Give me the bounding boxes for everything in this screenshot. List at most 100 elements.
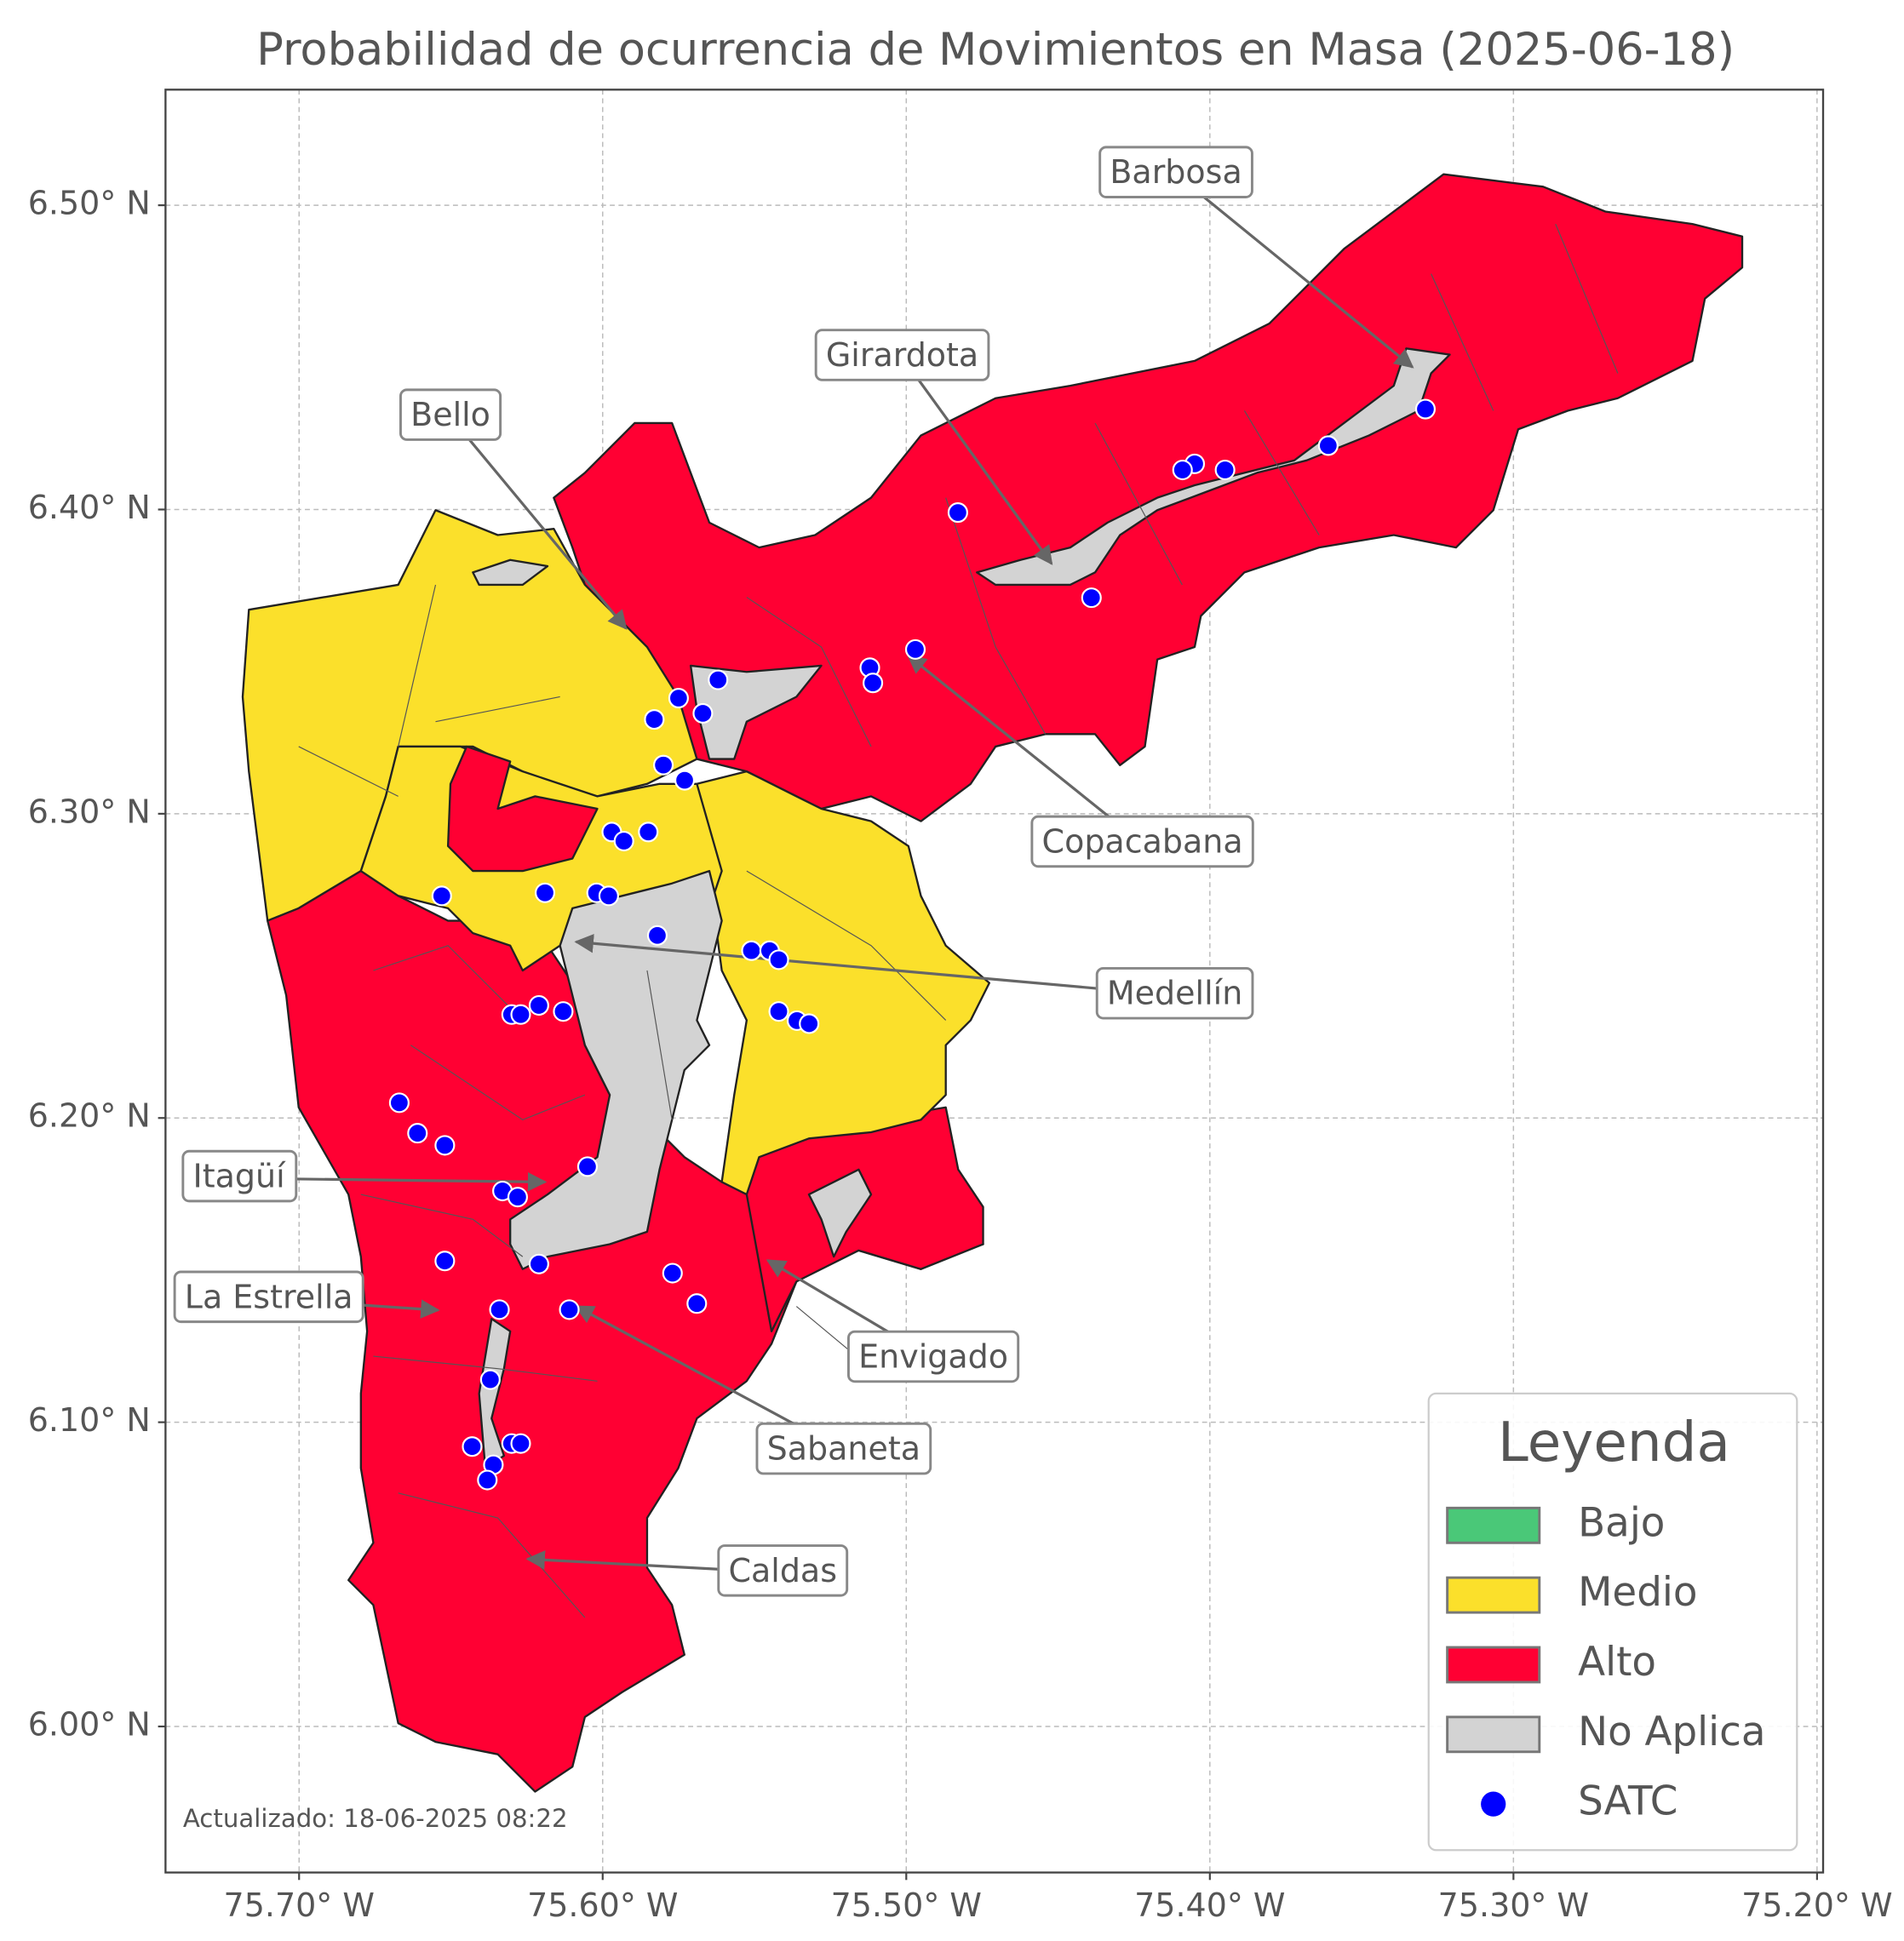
annotation: Copacabana [1030, 815, 1254, 868]
satc-point [904, 638, 926, 660]
satc-point [768, 1001, 789, 1022]
annotation: Sabaneta [755, 1422, 932, 1475]
district-boundaries [298, 223, 1619, 1618]
y-tick-label: 6.50° N [28, 185, 151, 222]
satc-point [507, 1187, 528, 1208]
map-title: Probabilidad de ocurrencia de Movimiento… [256, 24, 1735, 76]
satc-point [947, 502, 968, 524]
x-tick-label: 75.60° W [527, 1887, 678, 1924]
annotation-label: Medellín [1107, 975, 1242, 1012]
annotation-label: Envigado [858, 1337, 1008, 1375]
legend-swatch [1446, 1715, 1541, 1754]
x-tick-label: 75.70° W [224, 1887, 375, 1924]
satc-point [653, 754, 674, 776]
satc-point [576, 1156, 599, 1177]
annotation: Itagüí [181, 1149, 298, 1203]
footnote: Actualizado: 18-06-2025 08:22 [183, 1804, 568, 1833]
region-no-aplica [689, 664, 823, 760]
legend-swatch [1446, 1646, 1541, 1684]
satc-point [613, 830, 634, 852]
annotation: Envigado [846, 1330, 1020, 1383]
annotation-box [1030, 815, 1254, 868]
annotation-arrow [574, 933, 1175, 997]
legend-swatch [1446, 1576, 1541, 1614]
satc-point [1414, 398, 1437, 420]
satc-point [431, 885, 452, 907]
satc-point [1172, 459, 1193, 481]
satc-point [1214, 459, 1236, 481]
x-tick-label: 75.40° W [1134, 1887, 1285, 1924]
satc-point [462, 1436, 483, 1457]
x-tick-label: 75.20° W [1741, 1887, 1892, 1924]
legend-marker [1481, 1791, 1506, 1817]
annotation-arrow [901, 356, 1053, 565]
satc-point [799, 1013, 820, 1034]
satc-point [510, 1433, 531, 1454]
annotation-label: La Estrella [185, 1278, 353, 1315]
region-no-aplica [807, 1168, 873, 1258]
y-tick-label: 6.00° N [28, 1706, 151, 1743]
regions [241, 173, 1744, 1793]
satc-point [528, 994, 549, 1016]
annotation: Girardota [814, 329, 990, 381]
satc-point [407, 1123, 428, 1144]
annotation-label: Caldas [728, 1552, 837, 1589]
annotation-box [173, 1270, 364, 1324]
satc-point [646, 925, 668, 946]
annotation-label: Bello [410, 396, 490, 433]
tick-labels: 75.70° W 75.60° W 75.50° W 75.40° W 75.30° W… [28, 185, 1893, 1924]
legend-swatch [1446, 1506, 1541, 1544]
annotation-box [1095, 966, 1254, 1020]
annotation-label: Copacabana [1042, 822, 1243, 860]
satc-point [489, 1299, 510, 1320]
region-no-aplica [472, 558, 549, 587]
region-alto [446, 745, 599, 873]
satc-point [741, 940, 762, 961]
satc-point [534, 882, 556, 903]
satc-point [638, 822, 659, 843]
x-tick-label: 75.50° W [831, 1887, 982, 1924]
region-medio [696, 770, 991, 1196]
satc-point [674, 770, 696, 791]
satc-point [692, 702, 714, 724]
y-tick-label: 6.10° N [28, 1401, 151, 1439]
annotation: Bello [399, 388, 502, 441]
annotation-arrow [1175, 173, 1414, 369]
satc-point [528, 1253, 549, 1274]
annotation: La Estrella [173, 1270, 364, 1324]
annotation: Barbosa [1098, 146, 1253, 198]
annotation-box [399, 388, 502, 441]
annotation-label: Sabaneta [767, 1430, 920, 1468]
annotations: Barbosa Girardota Bello Copacabana Medellín I… [173, 146, 1414, 1597]
satc-point [708, 669, 729, 690]
satc-point [434, 1135, 456, 1156]
satc-point [598, 885, 619, 907]
legend: Leyenda Bajo Medio Alto No Aplica SATC [1427, 1392, 1798, 1852]
annotation-box [181, 1149, 298, 1203]
annotation-arrow [449, 415, 628, 630]
annotation-box [814, 329, 990, 381]
satc-point [553, 1001, 574, 1022]
satc-point [559, 1299, 580, 1320]
annotation-arrow [907, 654, 1144, 845]
satc-point [686, 1293, 708, 1314]
legend-label: Alto [1578, 1640, 1656, 1686]
annotation-label: Itagüí [193, 1158, 287, 1195]
region-no-aplica [478, 1318, 512, 1469]
legend-label: Medio [1578, 1570, 1697, 1616]
satc-point [644, 709, 665, 730]
region-no-aplica [976, 347, 1451, 587]
y-tick-label: 6.20° N [28, 1097, 151, 1135]
region-no-aplica [509, 869, 723, 1270]
satc-points [388, 398, 1437, 1491]
legend-label: No Aplica [1578, 1709, 1765, 1755]
satc-point [388, 1092, 410, 1114]
satc-point [479, 1369, 501, 1390]
legend-label: Bajo [1578, 1500, 1665, 1546]
satc-point [668, 688, 689, 709]
y-tick-label: 6.40° N [28, 489, 151, 526]
satc-point [768, 949, 789, 970]
satc-point [1081, 587, 1102, 609]
satc-point [477, 1469, 498, 1491]
